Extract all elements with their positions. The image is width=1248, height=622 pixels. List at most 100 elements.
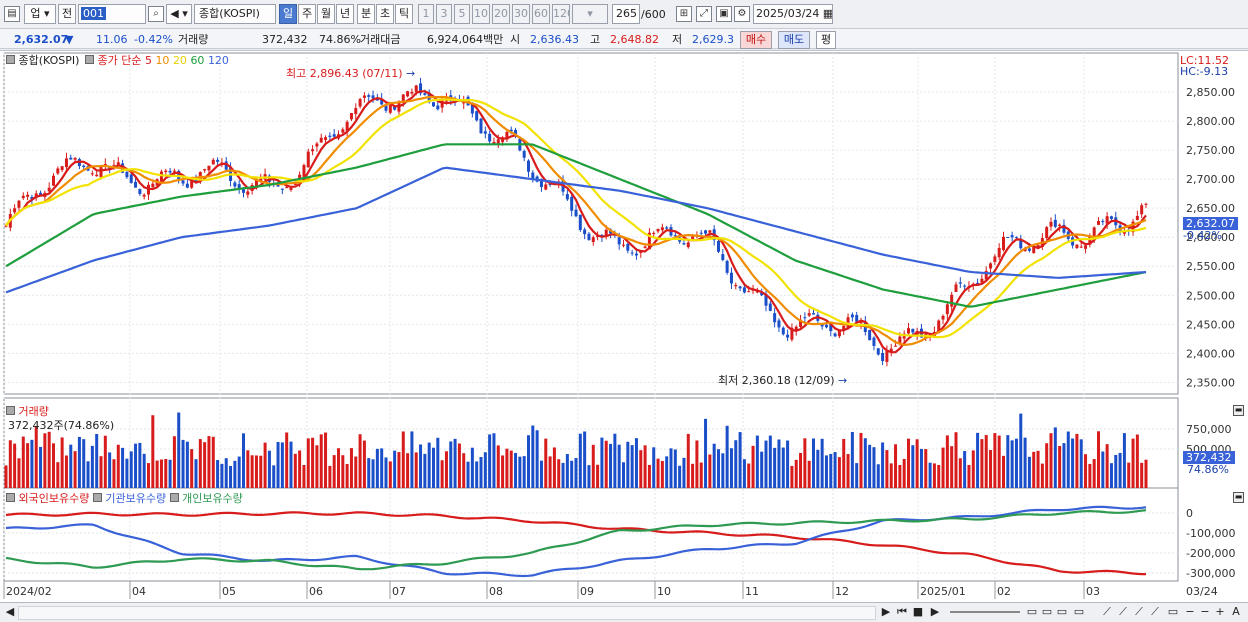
draw-tool-icon-2[interactable]: ⟋: [1119, 605, 1127, 618]
speaker-select[interactable]: ◀ ▾: [166, 4, 192, 24]
volume-bar: [155, 460, 159, 488]
scroll-right-icon[interactable]: ▶: [881, 605, 891, 618]
period-tick[interactable]: 틱: [395, 4, 413, 24]
interval-custom-select[interactable]: ▾: [572, 4, 608, 24]
period-day[interactable]: 일: [279, 4, 297, 24]
interval-3[interactable]: 3: [436, 4, 452, 24]
interval-120[interactable]: 120: [552, 4, 570, 24]
period-week[interactable]: 주: [298, 4, 316, 24]
market-select[interactable]: 업 ▾: [24, 4, 56, 24]
legend-ma20: 20: [172, 54, 187, 67]
stop-icon[interactable]: ■: [912, 605, 924, 618]
candle-body: [704, 230, 708, 234]
chart-canvas[interactable]: 2024/02 04 05 06 07 08 09 10 11 12 2025/01 02 03 03/2…: [0, 51, 1248, 603]
sell-button[interactable]: 매도: [778, 31, 810, 49]
date-input[interactable]: 2025/03/24 ▦: [753, 4, 833, 24]
interval-10[interactable]: 10: [472, 4, 490, 24]
tools-icon[interactable]: ⤢: [696, 6, 712, 22]
calendar-icon[interactable]: ▦: [822, 7, 833, 20]
volume-bar: [729, 448, 733, 488]
count-input[interactable]: 265: [612, 4, 640, 24]
candle-body: [177, 170, 181, 180]
candle-body: [406, 91, 410, 97]
period-year[interactable]: 년: [336, 4, 354, 24]
scroll-track[interactable]: [18, 606, 876, 620]
candle-body: [384, 104, 388, 111]
volume-bar: [734, 440, 738, 488]
volume-bar: [764, 440, 768, 488]
gear-icon[interactable]: ⚙: [734, 6, 750, 22]
indicator-icon[interactable]: ⊞: [676, 6, 692, 22]
buy-button[interactable]: 매수: [740, 31, 772, 49]
volume-bar: [591, 444, 595, 488]
volume-bar: [889, 463, 893, 488]
volume-bar: [937, 464, 941, 488]
volume-bar: [311, 437, 315, 488]
rewind-icon[interactable]: ⏮: [897, 605, 907, 618]
volume-bar: [945, 435, 949, 488]
candle-body: [786, 334, 790, 338]
volume-bar: [380, 448, 384, 488]
eval-button[interactable]: 평: [816, 31, 836, 49]
view-icon-1[interactable]: ▭: [1026, 605, 1038, 618]
candle-body: [708, 230, 712, 233]
index-name-field[interactable]: 종합(KOSPI): [194, 4, 276, 24]
play-icon[interactable]: ▶: [930, 605, 940, 618]
interval-60[interactable]: 60: [532, 4, 550, 24]
save-icon[interactable]: ▣: [716, 6, 732, 22]
volume-bar: [466, 461, 470, 488]
add-icon[interactable]: +: [1215, 605, 1225, 618]
code-input[interactable]: 001: [78, 4, 146, 24]
volume-bar: [259, 455, 263, 488]
candle-body: [341, 129, 345, 133]
speed-slider[interactable]: [950, 611, 1020, 613]
view-icon-4[interactable]: ▭: [1073, 605, 1085, 618]
volume-bar: [604, 440, 608, 488]
volume-bar: [470, 447, 474, 488]
ma60-line: [5, 143, 1147, 308]
view-icon-2[interactable]: ▭: [1041, 605, 1053, 618]
interval-5[interactable]: 5: [454, 4, 470, 24]
layout-tool-icon[interactable]: ▭: [1167, 605, 1179, 618]
volume-close-icon[interactable]: ▬: [1233, 405, 1244, 416]
draw-tool-icon-3[interactable]: ⟋: [1135, 605, 1143, 618]
holdings-close-icon[interactable]: ▬: [1233, 492, 1244, 503]
quote-row: 2,632.07 ▼ 11.06 -0.42% 거래량 372,432 74.8…: [0, 29, 1248, 49]
volume-bar: [129, 451, 133, 488]
zoom-in-icon[interactable]: −: [1200, 605, 1210, 618]
interval-30[interactable]: 30: [512, 4, 530, 24]
period-second[interactable]: 초: [376, 4, 394, 24]
volume-bar: [816, 449, 820, 488]
search-icon[interactable]: ⌕: [148, 6, 164, 22]
zoom-out-icon[interactable]: −: [1185, 605, 1195, 618]
interval-1[interactable]: 1: [418, 4, 434, 24]
layout-icon[interactable]: ▤: [4, 6, 20, 22]
prev-button[interactable]: 전: [58, 4, 76, 24]
volume-bar: [643, 445, 647, 488]
candle-body: [604, 229, 608, 237]
date-tick-label: 07: [392, 585, 406, 598]
volume-bars: [4, 412, 1148, 488]
candle-body: [358, 99, 362, 107]
candle-body: [1075, 244, 1079, 248]
candle-body: [332, 134, 336, 137]
interval-20[interactable]: 20: [492, 4, 510, 24]
current-price: 2,632.07: [14, 33, 69, 46]
scroll-left-icon[interactable]: ◀: [5, 605, 15, 618]
volume-bar: [820, 438, 824, 488]
volume-bar: [172, 436, 176, 488]
volume-bar: [198, 439, 202, 488]
volume-bar: [552, 447, 556, 488]
volume-bar: [168, 459, 172, 488]
volume-bar: [656, 458, 660, 488]
draw-tool-icon-1[interactable]: ⟋: [1103, 605, 1111, 618]
text-tool-icon[interactable]: A: [1232, 605, 1240, 618]
volume-bar: [190, 449, 194, 488]
period-minute[interactable]: 분: [357, 4, 375, 24]
chart-area[interactable]: 2024/02 04 05 06 07 08 09 10 11 12 2025/01 02 03 03/2…: [0, 50, 1248, 603]
view-icon-3[interactable]: ▭: [1056, 605, 1068, 618]
candle-body: [39, 192, 43, 195]
period-month[interactable]: 월: [317, 4, 335, 24]
candle-body: [34, 193, 38, 198]
draw-tool-icon-4[interactable]: ⟋: [1151, 605, 1159, 618]
